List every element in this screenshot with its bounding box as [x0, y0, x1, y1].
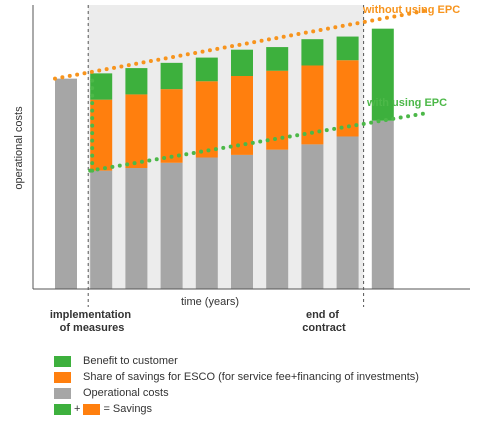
legend-item-savings: + = Savings — [54, 401, 419, 417]
bar-5-operational — [195, 157, 218, 289]
bar-3-operational — [125, 168, 148, 289]
x-axis-label: time (years) — [181, 296, 239, 308]
implementation-annotation-line2: of measures — [60, 322, 125, 334]
bar-4-esco — [160, 89, 183, 163]
legend-swatch-savings-green — [54, 403, 71, 415]
legend-swatch-esco — [54, 371, 71, 383]
legend-label-operational: Operational costs — [83, 387, 169, 399]
bars-group — [55, 28, 394, 289]
bar-7-operational — [266, 149, 289, 289]
legend-label-benefit: Benefit to customer — [83, 355, 178, 367]
bar-2-operational — [90, 170, 113, 289]
bar-8-operational — [301, 144, 324, 289]
bar-1-operational — [55, 78, 77, 289]
bar-9-operational — [336, 136, 359, 289]
bar-8-benefit — [301, 39, 324, 66]
contract-end-annotation-line2: contract — [302, 322, 346, 334]
bar-10-operational — [371, 120, 394, 289]
bar-9-benefit — [336, 36, 359, 61]
implementation-annotation-line1: implementation — [50, 309, 132, 321]
bar-4-operational — [160, 162, 183, 289]
legend-swatch-savings-orange — [83, 403, 101, 415]
legend-item-benefit: Benefit to customer — [54, 353, 419, 369]
legend-swatch-operational — [54, 387, 71, 399]
bar-3-benefit — [125, 68, 148, 95]
legend-label-savings: = Savings — [103, 403, 153, 415]
bar-2-esco — [90, 99, 113, 171]
legend-label-esco: Share of savings for ESCO (for service f… — [83, 371, 419, 383]
bar-5-benefit — [195, 57, 218, 82]
bar-5-esco — [195, 81, 218, 158]
legend-item-esco: Share of savings for ESCO (for service f… — [54, 369, 419, 385]
bar-8-esco — [301, 65, 324, 145]
legend-swatch-benefit — [54, 355, 71, 367]
y-axis-label: operational costs — [13, 106, 25, 190]
trend-line-2 — [88, 110, 431, 173]
bar-10-benefit — [371, 28, 394, 121]
legend-plus-sign: + — [74, 403, 81, 415]
trend-line-1 — [53, 8, 431, 81]
bar-4-benefit — [160, 62, 183, 90]
bar-9-esco — [336, 60, 359, 137]
bar-6-operational — [231, 154, 253, 289]
without-epc-label: without using EPC — [362, 4, 460, 16]
contract-end-annotation-line1: end of — [306, 309, 339, 321]
trend-lines-group — [53, 8, 431, 173]
bar-7-benefit — [266, 47, 289, 71]
bar-3-esco — [125, 94, 148, 169]
bar-7-esco — [266, 70, 289, 150]
with-epc-label: with using EPC — [366, 97, 447, 109]
legend: Benefit to customer Share of savings for… — [54, 353, 419, 417]
bar-2-benefit — [90, 73, 113, 100]
legend-item-operational: Operational costs — [54, 385, 419, 401]
bar-6-esco — [231, 76, 253, 155]
implementation-annotation: implementation of measures — [50, 309, 134, 334]
contract-end-annotation: end of contract — [302, 309, 346, 334]
bar-6-benefit — [231, 49, 253, 76]
